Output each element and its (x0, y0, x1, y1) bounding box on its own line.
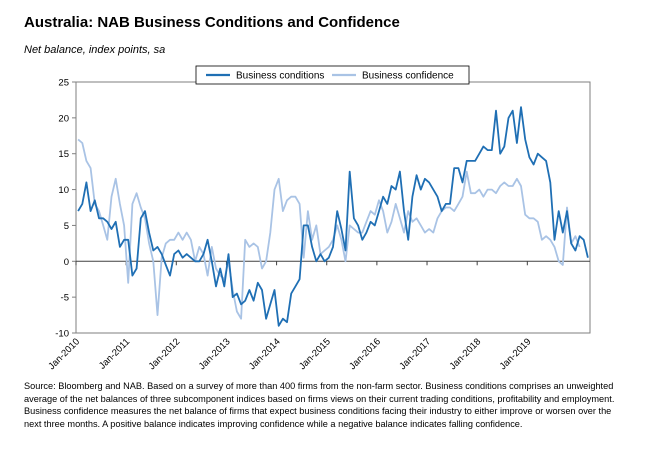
x-tick-label: Jan-2015 (297, 336, 333, 372)
source-note: Source: Bloomberg and NAB. Based on a su… (24, 381, 615, 429)
line-chart: -10 -5 0 5 10 15 20 25 Jan-2010 Jan-2011 Jan-2012 J… (46, 65, 591, 372)
chart-subtitle: Net balance, index points, sa (24, 44, 166, 56)
x-tick-label: Jan-2017 (397, 336, 433, 372)
chart-title: Australia: NAB Business Conditions and C… (24, 14, 400, 31)
x-tick-label: Jan-2019 (498, 336, 534, 372)
y-tick-label: 5 (64, 221, 69, 232)
y-tick-label: 0 (64, 257, 69, 268)
x-tick-label: Jan-2010 (46, 336, 82, 372)
x-tick-label: Jan-2013 (197, 336, 233, 372)
x-tick-label: Jan-2016 (347, 336, 383, 372)
y-tick-label: 20 (58, 113, 69, 124)
x-tick-label: Jan-2018 (447, 336, 483, 372)
y-tick-label: 15 (58, 149, 69, 160)
plot-area-border (75, 81, 591, 334)
series-line-business-confidence (77, 138, 581, 320)
y-tick-label: -10 (55, 329, 69, 340)
x-tick-label: Jan-2011 (97, 336, 132, 371)
legend-item-business-conditions-label: Business conditions (236, 71, 324, 82)
x-tick-label: Jan-2014 (247, 336, 283, 372)
series-line-business-conditions (77, 106, 589, 327)
x-tick-label: Jan-2012 (147, 336, 183, 372)
y-tick-label: -5 (61, 293, 69, 304)
y-tick-label: 25 (58, 78, 69, 89)
y-tick-label: 10 (58, 185, 69, 196)
legend-item-business-confidence-label: Business confidence (362, 71, 454, 82)
